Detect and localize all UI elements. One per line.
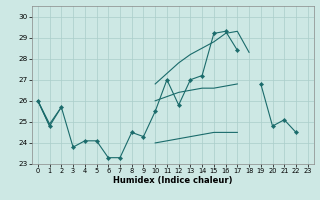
X-axis label: Humidex (Indice chaleur): Humidex (Indice chaleur) [113,176,233,185]
